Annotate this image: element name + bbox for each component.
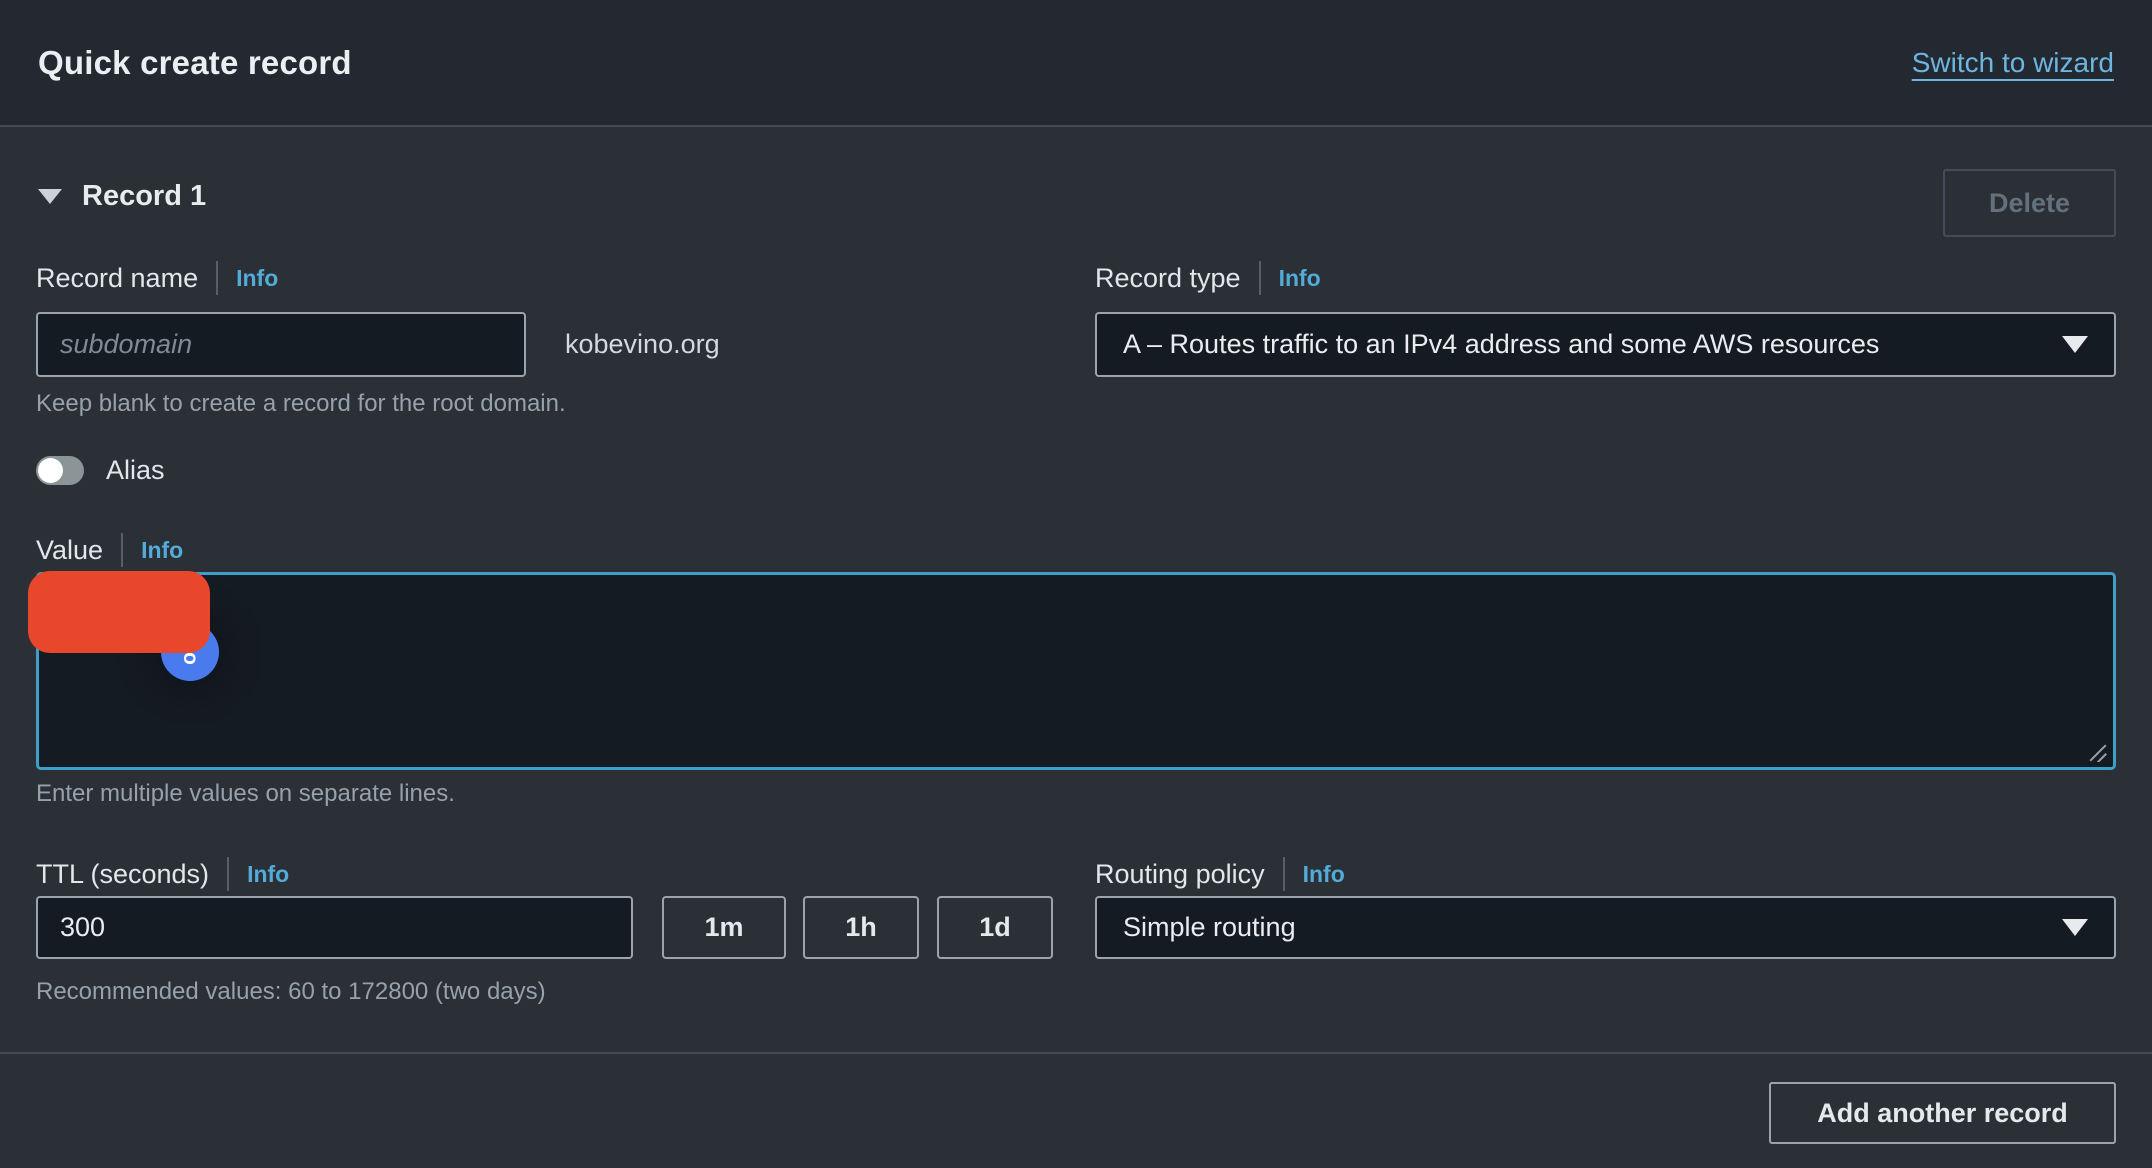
ttl-1m-button[interactable]: 1m	[662, 896, 786, 959]
record-name-info-link[interactable]: Info	[236, 264, 279, 291]
record-title: Record 1	[82, 179, 207, 212]
ttl-input[interactable]	[36, 896, 633, 959]
value-label: Value	[36, 534, 104, 565]
add-another-record-button[interactable]: Add another record	[1769, 1082, 2116, 1144]
switch-to-wizard-link[interactable]: Switch to wizard	[1911, 46, 2114, 78]
label-divider	[121, 533, 124, 567]
record-type-label-row: Record type Info	[1095, 258, 1321, 298]
value-field	[36, 572, 2116, 770]
record-name-label-row: Record name Info	[36, 258, 278, 298]
record-type-select[interactable]: A – Routes traffic to an IPv4 address an…	[1095, 312, 2116, 377]
ttl-label-row: TTL (seconds) Info	[36, 854, 289, 894]
chevron-down-icon	[2062, 336, 2088, 353]
value-info-link[interactable]: Info	[141, 536, 184, 563]
delete-button[interactable]: Delete	[1943, 169, 2116, 237]
footer-divider	[0, 1052, 2152, 1054]
alias-row: Alias	[36, 452, 165, 488]
alias-label: Alias	[106, 454, 165, 485]
domain-suffix-text: kobevino.org	[565, 329, 720, 359]
record-name-label: Record name	[36, 262, 199, 293]
label-divider	[227, 857, 230, 891]
redaction-overlay	[28, 571, 210, 653]
record-type-selected-value: A – Routes traffic to an IPv4 address an…	[1123, 329, 1880, 359]
routing-policy-selected-value: Simple routing	[1123, 912, 1296, 942]
ttl-info-link[interactable]: Info	[247, 860, 290, 887]
record-name-helper: Keep blank to create a record for the ro…	[36, 390, 566, 417]
page-title: Quick create record	[38, 43, 352, 81]
ttl-1h-button[interactable]: 1h	[803, 896, 919, 959]
record-section-header[interactable]: Record 1	[38, 172, 206, 220]
record-name-input[interactable]	[36, 312, 526, 377]
value-label-row: Value Info	[36, 530, 183, 570]
collapse-caret-icon[interactable]	[38, 188, 62, 204]
routing-policy-info-link[interactable]: Info	[1302, 860, 1345, 887]
alias-toggle[interactable]	[36, 455, 84, 485]
value-helper: Enter multiple values on separate lines.	[36, 780, 455, 807]
routing-policy-select[interactable]: Simple routing	[1095, 896, 2116, 959]
value-textarea[interactable]	[36, 572, 2116, 770]
toggle-knob	[38, 457, 63, 483]
label-divider	[1258, 261, 1261, 295]
ttl-1d-button[interactable]: 1d	[937, 896, 1053, 959]
resize-grip-icon[interactable]	[2088, 742, 2108, 762]
ttl-label: TTL (seconds)	[36, 858, 210, 889]
routing-policy-label: Routing policy	[1095, 858, 1265, 889]
label-divider	[216, 261, 219, 295]
routing-policy-label-row: Routing policy Info	[1095, 854, 1345, 894]
record-type-label: Record type	[1095, 262, 1241, 293]
label-divider	[1282, 857, 1285, 891]
chevron-down-icon	[2062, 919, 2088, 936]
page-header: Quick create record Switch to wizard	[0, 0, 2152, 127]
record-type-info-link[interactable]: Info	[1278, 264, 1321, 291]
ttl-helper: Recommended values: 60 to 172800 (two da…	[36, 978, 546, 1005]
